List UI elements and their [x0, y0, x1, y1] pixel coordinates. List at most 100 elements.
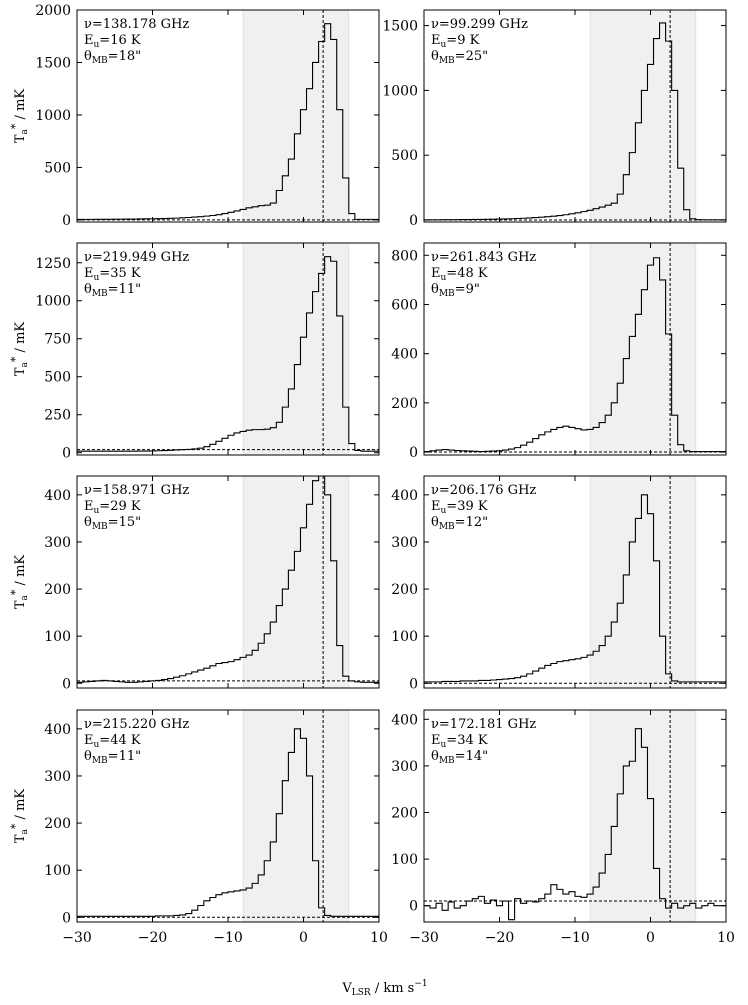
x-tick-label: −30 [62, 930, 92, 946]
annotation-beam-size-sub: MB [439, 522, 455, 532]
annotation-beam-size-base: θ [84, 49, 92, 64]
spectrum-step-line [424, 22, 726, 221]
plot-area [77, 243, 379, 455]
annotation-beam-size-base: θ [84, 749, 92, 764]
annotation-upper-energy-base: E [431, 266, 441, 281]
annotation-upper-energy: Eu=34 K [431, 733, 488, 750]
y-tick-label: 250 [44, 408, 71, 424]
annotation-beam-size-base: θ [84, 282, 92, 297]
y-tick-label: 1000 [35, 294, 71, 310]
plot-area [424, 243, 726, 455]
plot-area [77, 476, 379, 688]
y-tick-label: 300 [391, 535, 418, 551]
x-axis-title-sub: LSR [352, 988, 371, 998]
shaded-velocity-range [589, 243, 697, 455]
annotation-upper-energy-rest: =44 K [99, 733, 141, 748]
annotation-frequency: ν=138.178 GHz [84, 17, 189, 32]
annotation-beam-size-rest: =11" [108, 749, 141, 764]
panel-8: 0 100 200 300 400 −30 −20 −10 0 10 ν=172.181 GHzEu… [391, 709, 735, 946]
y-axis-title-sub: a [20, 361, 30, 367]
y-tick-label: 400 [44, 722, 71, 738]
y-tick-label: 200 [391, 582, 418, 598]
annotation-upper-energy-sub: u [441, 40, 447, 50]
y-tick-label: 0 [62, 676, 71, 692]
y-axis-title-sub: a [20, 594, 30, 600]
annotation-frequency: ν=158.971 GHz [84, 483, 189, 498]
annotation-beam-size-rest: =15" [108, 515, 141, 530]
y-tick-label: 0 [409, 213, 418, 229]
y-axis-title-unit: / mK [13, 89, 28, 124]
x-tick-label: 0 [299, 930, 308, 946]
y-tick-label: 100 [391, 852, 418, 868]
x-tick-label: 0 [646, 930, 655, 946]
annotation-frequency: ν=172.181 GHz [431, 717, 536, 732]
annotation-upper-energy: Eu=35 K [84, 266, 141, 283]
annotation-beam-size: θMB=15" [84, 515, 141, 532]
annotation-beam-size-sub: MB [92, 56, 108, 66]
annotation-upper-energy-rest: =16 K [99, 33, 141, 48]
annotation-upper-energy: Eu=29 K [84, 499, 141, 516]
annotation-upper-energy-base: E [84, 733, 94, 748]
x-tick-label: −10 [213, 930, 243, 946]
annotation-beam-size-sub: MB [439, 756, 455, 766]
annotation-upper-energy: Eu=39 K [431, 499, 488, 516]
spectrum-step-line [424, 728, 726, 921]
y-tick-label: 750 [44, 332, 71, 348]
y-tick-label: 600 [391, 297, 418, 313]
y-tick-label: 0 [409, 445, 418, 461]
y-tick-label: 200 [391, 806, 418, 822]
y-axis-title-unit: / mK [13, 789, 28, 824]
x-tick-label: 10 [717, 930, 735, 946]
annotation-beam-size-base: θ [84, 515, 92, 530]
shaded-velocity-range [242, 476, 350, 688]
annotation-beam-size: θMB=9" [431, 282, 480, 299]
y-axis-title-base: T [13, 367, 28, 376]
annotation-frequency: ν=99.299 GHz [431, 17, 528, 32]
y-tick-label: 500 [391, 148, 418, 164]
annotation-upper-energy-base: E [431, 733, 441, 748]
y-axis-title-base: T [13, 134, 28, 143]
shaded-velocity-range [242, 243, 350, 455]
y-axis-title-base: T [13, 600, 28, 609]
annotation-beam-size-sub: MB [92, 289, 108, 299]
spectrum-step-line [424, 257, 726, 453]
annotation-frequency: ν=215.220 GHz [84, 717, 189, 732]
annotation-beam-size-rest: =9" [455, 282, 480, 297]
y-tick-label: 500 [44, 160, 71, 176]
y-tick-label: 300 [44, 535, 71, 551]
annotation-beam-size-sub: MB [439, 56, 455, 66]
y-tick-label: 400 [391, 488, 418, 504]
annotation-beam-size: θMB=18" [84, 49, 141, 66]
plot-area [424, 476, 726, 688]
annotation-upper-energy-rest: =9 K [446, 33, 479, 48]
y-axis-title: Ta* / mK [9, 555, 30, 610]
y-tick-label: 300 [44, 769, 71, 785]
y-tick-label: 400 [391, 347, 418, 363]
y-tick-label: 100 [44, 863, 71, 879]
annotation-upper-energy-sub: u [441, 273, 447, 283]
annotation-beam-size: θMB=11" [84, 749, 141, 766]
plot-area [424, 10, 726, 222]
spectrum-step-line [77, 256, 379, 452]
y-tick-label: 200 [391, 396, 418, 412]
y-tick-label: 1250 [35, 256, 71, 272]
annotation-upper-energy-sub: u [441, 740, 447, 750]
shaded-velocity-range [242, 10, 350, 222]
annotation-upper-energy-rest: =48 K [446, 266, 488, 281]
y-axis-title: Ta* / mK [9, 789, 30, 844]
x-axis-title-sup: −1 [414, 979, 427, 989]
y-tick-label: 800 [391, 248, 418, 264]
annotation-beam-size-base: θ [431, 282, 439, 297]
y-axis-title-base: T [13, 834, 28, 843]
y-axis-title-sub: a [20, 128, 30, 134]
y-tick-label: 400 [391, 712, 418, 728]
y-tick-label: 0 [62, 446, 71, 462]
y-tick-label: 0 [409, 676, 418, 692]
x-tick-label: −20 [138, 930, 168, 946]
spectrum-step-line [77, 23, 379, 220]
y-tick-label: 200 [44, 816, 71, 832]
y-tick-label: 0 [409, 899, 418, 915]
